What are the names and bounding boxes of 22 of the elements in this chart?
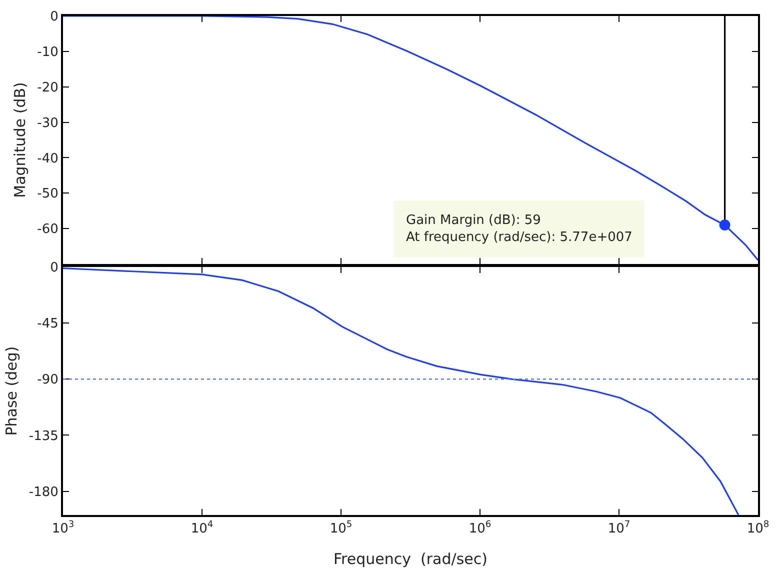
y-tick-label: -135 <box>28 428 58 444</box>
y-tick-label: 0 <box>50 10 58 25</box>
y-tick-label: -60 <box>37 222 58 238</box>
y-tick-label: -40 <box>37 151 58 166</box>
y-tick-label: -50 <box>37 186 58 202</box>
y-tick-label: -20 <box>37 80 58 96</box>
y-tick-label: -10 <box>37 44 58 60</box>
x-tick-label: 10$^{3}$ <box>52 520 74 537</box>
x-axis-title: Frequency (rad/sec) <box>334 550 488 568</box>
y-tick-label: -30 <box>37 116 58 131</box>
x-tick-label: 10$^{8}$ <box>746 520 770 537</box>
y-tick-label: 0 <box>50 260 58 276</box>
x-tick-label: 10$^{5}$ <box>330 520 352 537</box>
y-tick-label: -180 <box>28 484 58 500</box>
y-tick-label: -45 <box>37 316 58 332</box>
x-tick-label: 10$^{7}$ <box>608 520 630 537</box>
x-tick-label: 10$^{4}$ <box>190 520 214 537</box>
y-tick-label: -90 <box>37 372 58 388</box>
y-axis-title: Phase (deg) <box>2 346 21 436</box>
y-axis-title: Magnitude (dB) <box>10 82 29 198</box>
x-tick-label: 10$^{6}$ <box>468 520 492 537</box>
annotation: Gain Margin (dB): 59 At frequency (rad/sec): 5.77e+007 <box>406 213 632 245</box>
